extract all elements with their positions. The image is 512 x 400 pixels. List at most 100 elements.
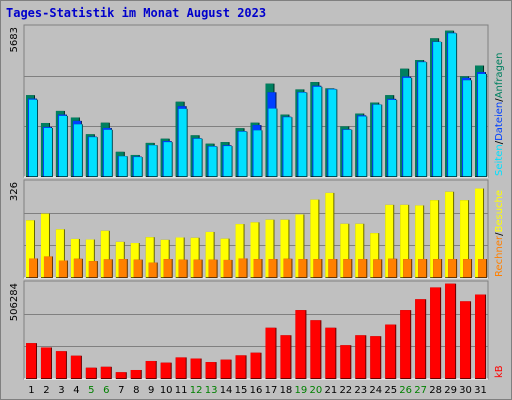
bar-pages-22 — [343, 129, 352, 176]
bar-pages-15 — [238, 131, 247, 176]
bar-pages-23 — [358, 116, 367, 176]
bar-pages-27 — [418, 62, 427, 176]
x-tick-label-11: 11 — [175, 385, 188, 396]
bar-sites-9 — [148, 262, 157, 277]
ymax-label-middle: 326 — [9, 182, 20, 201]
x-tick-label-22: 22 — [339, 385, 352, 396]
x-tick-label-30: 30 — [459, 385, 472, 396]
bar-pages-19 — [298, 92, 307, 176]
bar-visits-6 — [100, 230, 109, 277]
bar-kbytes-11 — [175, 357, 186, 378]
bar-sites-30 — [463, 259, 472, 277]
bar-pages-20 — [313, 86, 322, 176]
x-tick-label-8: 8 — [133, 385, 139, 396]
bar-kbytes-26 — [400, 310, 411, 378]
bar-sites-6 — [103, 259, 112, 277]
bar-pages-13 — [208, 146, 217, 176]
bar-kbytes-16 — [250, 352, 261, 378]
bar-kbytes-8 — [130, 369, 141, 378]
bar-visits-15 — [235, 224, 244, 277]
bar-kbytes-5 — [85, 367, 96, 378]
x-tick-label-3: 3 — [58, 385, 64, 396]
ymax-label-top: 5683 — [9, 27, 20, 52]
bar-sites-28 — [433, 259, 442, 277]
x-tick-label-21: 21 — [324, 385, 337, 396]
ymax-label-bottom: 506284 — [9, 283, 20, 321]
bar-visits-2 — [40, 213, 49, 277]
bar-pages-14 — [223, 146, 232, 176]
bar-sites-20 — [313, 259, 322, 277]
legend-middle-besuche: Besuche — [494, 190, 505, 233]
bar-kbytes-23 — [355, 335, 366, 378]
x-tick-label-1: 1 — [28, 385, 34, 396]
bar-pages-17 — [268, 108, 277, 176]
x-tick-label-27: 27 — [414, 385, 427, 396]
x-tick-label-6: 6 — [103, 385, 109, 396]
x-tick-label-16: 16 — [250, 385, 263, 396]
legend-top: Seiten/Dateien/Anfragen — [494, 53, 505, 176]
x-tick-label-17: 17 — [265, 385, 278, 396]
bar-pages-9 — [148, 145, 157, 176]
bar-pages-30 — [463, 80, 472, 176]
bar-sites-19 — [298, 259, 307, 277]
bar-pages-24 — [373, 104, 382, 176]
x-tick-label-18: 18 — [280, 385, 293, 396]
x-tick-label-24: 24 — [369, 385, 382, 396]
bar-sites-8 — [133, 259, 142, 277]
x-tick-label-14: 14 — [220, 385, 233, 396]
x-tick-label-15: 15 — [235, 385, 248, 396]
bar-kbytes-28 — [430, 287, 441, 378]
x-tick-label-4: 4 — [73, 385, 79, 396]
bar-visits-22 — [340, 223, 349, 277]
bar-sites-5 — [88, 261, 97, 277]
bar-kbytes-24 — [370, 336, 381, 378]
bar-sites-25 — [388, 258, 397, 277]
bar-kbytes-21 — [325, 327, 336, 378]
bar-sites-4 — [73, 258, 82, 277]
bar-visits-26 — [400, 204, 409, 277]
bar-visits-16 — [250, 222, 259, 277]
bar-sites-21 — [328, 259, 337, 277]
x-tick-label-31: 31 — [474, 385, 487, 396]
chart-title: Tages-Statistik im Monat August 2023 — [6, 6, 267, 20]
bar-visits-27 — [415, 205, 424, 277]
x-tick-label-28: 28 — [429, 385, 442, 396]
x-tick-label-5: 5 — [88, 385, 94, 396]
x-tick-label-9: 9 — [148, 385, 154, 396]
bar-visits-13 — [205, 231, 214, 277]
bar-pages-16 — [253, 130, 262, 176]
x-tick-label-12: 12 — [190, 385, 203, 396]
bar-sites-26 — [403, 259, 412, 277]
bar-kbytes-17 — [265, 327, 276, 378]
bar-pages-3 — [58, 115, 67, 176]
bar-visits-9 — [145, 237, 154, 277]
bar-pages-26 — [403, 77, 412, 176]
bar-pages-5 — [88, 137, 97, 176]
bar-kbytes-30 — [460, 301, 471, 378]
bar-visits-29 — [445, 191, 454, 277]
bar-visits-31 — [475, 188, 484, 277]
legend-middle: Rechner/Besuche — [494, 190, 505, 277]
bar-visits-14 — [220, 238, 229, 277]
bar-visits-4 — [70, 238, 79, 277]
bar-visits-30 — [460, 200, 469, 277]
bar-pages-1 — [29, 99, 37, 176]
bar-pages-6 — [103, 129, 112, 176]
bar-kbytes-29 — [445, 283, 456, 378]
bar-kbytes-2 — [40, 347, 51, 378]
bar-sites-3 — [58, 260, 67, 277]
bar-pages-31 — [478, 73, 487, 176]
bar-pages-25 — [388, 99, 397, 176]
bar-visits-23 — [355, 223, 364, 277]
legend-top-seiten: Seiten — [494, 144, 505, 176]
x-tick-label-19: 19 — [295, 385, 308, 396]
legend-middle-separator-1: / — [494, 232, 505, 236]
bar-visits-10 — [160, 239, 169, 277]
bar-kbytes-3 — [55, 351, 66, 378]
bar-kbytes-10 — [160, 362, 171, 378]
legend-bottom: kB — [494, 365, 505, 378]
bar-sites-27 — [418, 259, 427, 277]
x-tick-label-29: 29 — [444, 385, 457, 396]
bar-sites-14 — [223, 259, 232, 277]
legend-top-separator-1: / — [494, 140, 505, 144]
